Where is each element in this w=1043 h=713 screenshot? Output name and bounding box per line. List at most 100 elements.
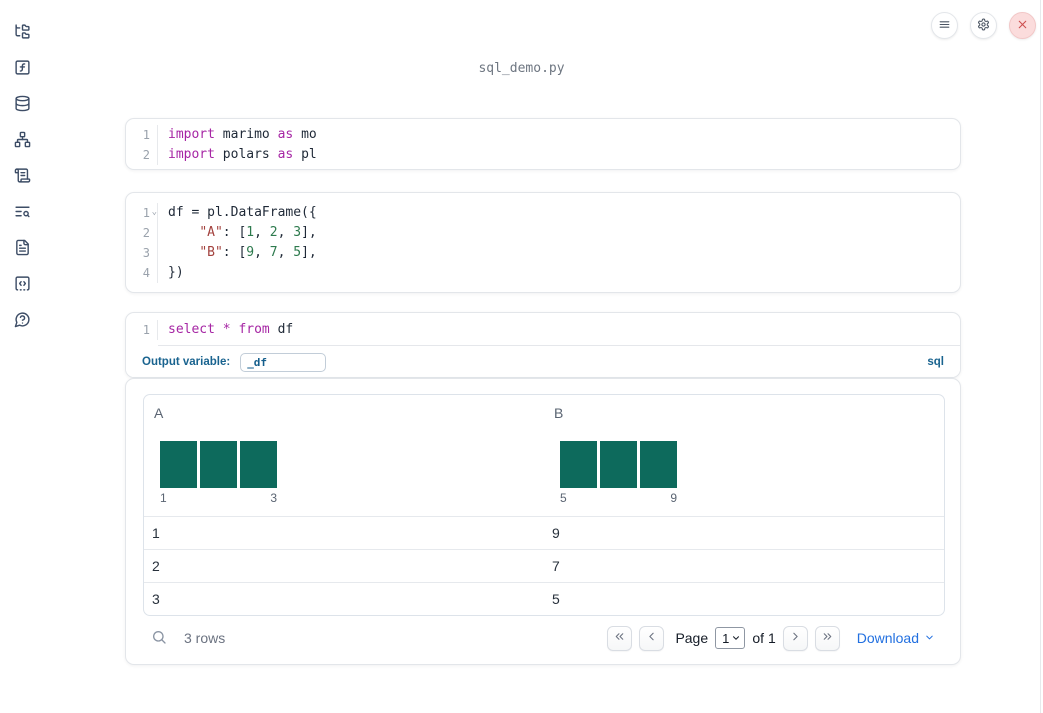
sql-cell[interactable]: 1 select * from df Output variable: sql [125,312,961,378]
document-icon [14,239,31,259]
settings-button[interactable] [970,12,997,39]
chevrons-right-icon [821,630,834,646]
code-editor[interactable]: 1 ⌄ df = pl.DataFrame({2 "A": [1, 2, 3], 3 … [126,193,960,292]
sidebar-item-snippets[interactable] [0,267,44,303]
fold-chevron-icon[interactable]: ⌄ [151,207,157,217]
code-text: select * from df [168,322,294,337]
code-line[interactable]: 4}) [126,263,960,283]
code-line[interactable]: 1 import marimo as mo [126,125,960,145]
page-label: Page [675,630,709,646]
function-square-icon [14,59,31,79]
chevron-right-icon [789,630,802,646]
code-line[interactable]: 1 select * from df [126,320,960,340]
code-cell-dataframe[interactable]: 1 ⌄ df = pl.DataFrame({2 "A": [1, 2, 3], 3 … [125,192,961,293]
list-search-icon [14,203,31,223]
language-badge[interactable]: sql [927,356,944,368]
scroll-icon [14,167,31,187]
network-icon [14,131,31,151]
code-line[interactable]: 3 "B": [9, 7, 5], [126,243,960,263]
table-search-button[interactable] [151,629,167,648]
hist-tick-max: 3 [270,491,277,505]
scrollbar-track[interactable] [1040,0,1041,713]
sidebar-item-datasources[interactable] [0,87,44,123]
folder-tree-icon [14,23,31,43]
code-text: df = pl.DataFrame({ [168,205,317,220]
sql-cell-footer: Output variable: sql [126,346,960,377]
column-name: A [154,405,164,421]
notebook-menu-button[interactable] [931,12,958,39]
histogram-bar [640,441,677,488]
table-cell[interactable]: 5 [552,591,560,607]
help-bubble-icon [14,311,31,331]
sidebar-item-outline[interactable] [0,159,44,195]
code-editor[interactable]: 1 import marimo as mo 2 import polars as pl [126,119,960,169]
hamburger-icon [938,18,951,34]
code-line[interactable]: 2 import polars as pl [126,145,960,165]
database-icon [14,95,31,115]
histogram-bar [600,441,637,488]
page-select[interactable]: 1 [715,627,746,649]
table-cell[interactable]: 9 [552,525,560,541]
table-cell[interactable]: 2 [152,558,160,574]
code-text: import marimo as mo [168,127,317,142]
output-variable-input[interactable] [240,352,327,372]
line-number: 4 [126,263,158,283]
code-line[interactable]: 2 "A": [1, 2, 3], [126,223,960,243]
chevron-left-icon [645,630,658,646]
code-text: }) [168,265,184,280]
last-page-button[interactable] [814,625,840,651]
hist-tick-max: 9 [670,491,677,505]
table-cell[interactable]: 3 [152,591,160,607]
histogram-bar [160,441,197,488]
notebook-filename[interactable]: sql_demo.py [478,61,565,76]
table-cell[interactable]: 7 [552,558,560,574]
code-text: "A": [1, 2, 3], [199,225,317,240]
code-snippet-icon [14,275,31,295]
topbar-controls [931,12,1036,39]
sidebar-item-file-explorer[interactable] [0,15,44,51]
previous-page-button[interactable] [639,625,665,651]
histogram-bar [560,441,597,488]
line-number: 1 [126,125,158,145]
table-cell[interactable]: 1 [152,525,160,541]
line-number: 3 [126,243,158,263]
chevrons-left-icon [613,630,626,646]
sidebar-item-documentation[interactable] [0,231,44,267]
chevron-down-icon [924,630,935,646]
next-page-button[interactable] [782,625,808,651]
output-variable-label: Output variable: [142,356,231,368]
sidebar-item-help[interactable] [0,303,44,339]
first-page-button[interactable] [607,625,633,651]
sidebar [0,0,44,713]
code-text: import polars as pl [168,147,317,162]
chevron-down-icon [731,631,741,646]
line-number: 1 ⌄ [126,203,158,223]
gear-icon [977,18,990,34]
download-button[interactable]: Download [857,630,935,646]
code-line[interactable]: 1 ⌄ df = pl.DataFrame({ [126,203,960,223]
sidebar-item-dependency-graph[interactable] [0,123,44,159]
row-count: 3 rows [184,630,226,646]
code-cell-imports[interactable]: 1 import marimo as mo 2 import polars as pl [125,118,961,170]
sidebar-item-logs[interactable] [0,195,44,231]
sql-editor[interactable]: 1 select * from df [126,313,960,346]
shutdown-button[interactable] [1009,12,1036,39]
column-name: B [554,405,564,421]
histogram-bar [240,441,277,488]
line-number: 2 [126,223,158,243]
close-icon [1016,18,1029,34]
code-text: "B": [9, 7, 5], [199,245,317,260]
hist-tick-min: 5 [560,491,567,505]
sidebar-item-variables[interactable] [0,51,44,87]
